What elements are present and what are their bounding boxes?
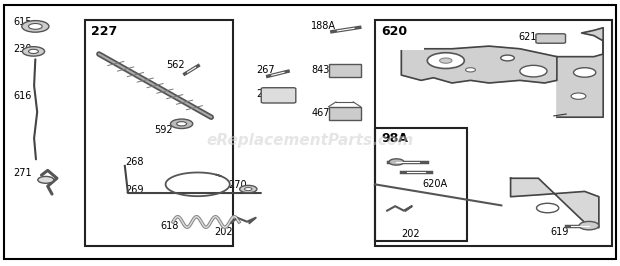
Bar (375, 20, 613, 246)
Circle shape (536, 203, 559, 213)
Text: 618: 618 (161, 221, 179, 231)
Bar (378, 22, 423, 50)
Text: 270: 270 (229, 180, 247, 190)
Bar (376, 128, 467, 241)
Circle shape (29, 49, 38, 53)
Text: 267: 267 (256, 65, 275, 75)
Circle shape (177, 122, 187, 126)
FancyBboxPatch shape (536, 34, 565, 43)
Circle shape (501, 55, 515, 61)
Text: 98A: 98A (381, 132, 409, 146)
Text: 467: 467 (312, 108, 330, 118)
Text: 271: 271 (14, 168, 32, 178)
Text: 202: 202 (215, 227, 233, 237)
Bar (85, 20, 233, 246)
FancyBboxPatch shape (261, 88, 296, 103)
Text: 227: 227 (91, 24, 117, 38)
Text: 592: 592 (154, 125, 173, 135)
Text: 230: 230 (14, 44, 32, 54)
Circle shape (22, 47, 45, 56)
Text: 621: 621 (518, 32, 536, 42)
Circle shape (520, 65, 547, 77)
Text: 202: 202 (401, 228, 420, 239)
Circle shape (440, 58, 452, 63)
Bar (87, 22, 133, 50)
Circle shape (244, 188, 252, 191)
Circle shape (466, 68, 476, 72)
Circle shape (29, 23, 42, 29)
Text: 562: 562 (166, 60, 185, 70)
Text: 843: 843 (312, 65, 330, 75)
Text: 620: 620 (381, 24, 407, 38)
Text: 269: 269 (125, 185, 143, 195)
Circle shape (240, 185, 257, 193)
Polygon shape (511, 178, 599, 228)
Circle shape (389, 159, 404, 165)
Text: 188A: 188A (311, 20, 336, 31)
Bar (329, 64, 361, 77)
Bar (378, 130, 424, 158)
Circle shape (579, 221, 599, 230)
Circle shape (574, 68, 596, 77)
Text: 668: 668 (567, 110, 585, 120)
Circle shape (22, 20, 49, 32)
Text: 616: 616 (14, 91, 32, 101)
Polygon shape (557, 28, 603, 117)
Polygon shape (401, 30, 557, 83)
Text: 619: 619 (551, 227, 569, 237)
Text: 615: 615 (14, 18, 32, 27)
Circle shape (571, 93, 586, 99)
Text: 265: 265 (256, 89, 275, 99)
Text: 620A: 620A (422, 178, 448, 189)
Bar (329, 107, 361, 120)
Circle shape (427, 53, 464, 69)
Text: 268: 268 (125, 157, 143, 167)
Circle shape (170, 119, 193, 128)
Circle shape (38, 176, 54, 183)
Text: eReplacementParts.com: eReplacementParts.com (206, 133, 414, 148)
